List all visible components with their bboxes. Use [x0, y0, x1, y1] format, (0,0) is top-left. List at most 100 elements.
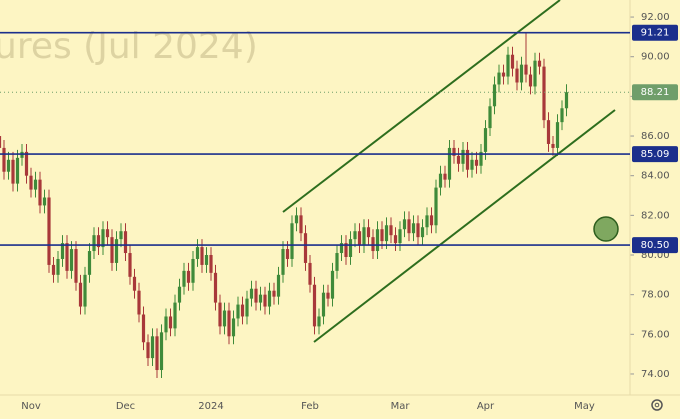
candle-body — [551, 143, 555, 148]
candle-body — [348, 239, 353, 257]
candle-body — [533, 60, 537, 87]
y-tick-label: 86.00 — [641, 131, 670, 142]
candle-body — [519, 64, 524, 83]
candle-body — [366, 227, 371, 238]
candle-body — [416, 223, 420, 238]
candle-body — [146, 342, 150, 359]
candle-body — [249, 288, 254, 299]
x-tick-label: Apr — [477, 401, 495, 412]
candle-body — [357, 231, 362, 246]
candle-body — [470, 159, 474, 170]
candle-body — [195, 247, 200, 259]
candle-body — [159, 332, 164, 371]
candle-body — [245, 298, 249, 317]
gear-icon[interactable] — [651, 399, 663, 411]
candle-body — [132, 276, 137, 291]
candle-body — [2, 147, 6, 172]
candle-body — [290, 223, 294, 259]
candle-body — [150, 336, 155, 359]
candle-body — [254, 288, 258, 303]
candle-body — [456, 155, 461, 164]
candle-body — [51, 264, 56, 275]
candle-body — [515, 68, 519, 83]
candle-body — [204, 255, 209, 265]
candle-body — [339, 243, 344, 254]
y-tick-label: 80.00 — [641, 250, 670, 261]
candle-body — [330, 270, 335, 299]
candle-body — [0, 136, 2, 148]
candle-body — [240, 304, 245, 317]
candle-body — [407, 219, 411, 234]
level-label-box — [632, 24, 678, 41]
candle-body — [119, 231, 123, 240]
candle-body — [258, 294, 263, 303]
candle-body — [267, 290, 272, 307]
candle-body — [128, 253, 132, 277]
candle-body — [398, 229, 402, 244]
candle-body — [524, 64, 528, 75]
candle-body — [429, 215, 434, 226]
candle-body — [191, 258, 195, 283]
candle-body — [222, 310, 227, 327]
gear-hub[interactable] — [654, 402, 660, 408]
candle-body — [177, 286, 182, 303]
candle-body — [560, 108, 564, 123]
candle-body — [11, 159, 15, 184]
candle-body — [492, 84, 497, 107]
candle-body — [182, 270, 186, 287]
candle-body — [33, 179, 38, 190]
candle-body — [281, 249, 285, 275]
candle-body — [227, 310, 231, 337]
candle-body — [542, 66, 546, 121]
candle-body — [321, 292, 326, 317]
candle-body — [443, 173, 447, 180]
candle-body — [402, 219, 407, 230]
candle-body — [209, 255, 213, 273]
candle-body — [375, 229, 380, 252]
y-tick-label: 82.00 — [641, 210, 670, 221]
candle-body — [24, 151, 29, 176]
candle-body — [87, 251, 92, 275]
x-tick-label: May — [574, 401, 595, 412]
level-label-box — [632, 146, 678, 163]
x-tick-label: Mar — [391, 401, 411, 412]
candle-body — [110, 237, 114, 263]
candle-body — [83, 274, 87, 307]
candle-body — [344, 243, 348, 257]
candle-body — [186, 270, 191, 283]
candle-body — [362, 227, 366, 246]
candle-body — [65, 243, 69, 271]
candle-body — [483, 128, 488, 152]
candle-body — [47, 197, 51, 265]
candle-body — [164, 316, 168, 333]
candle-body — [564, 92, 569, 109]
candle-body — [528, 74, 533, 87]
level-label: 91.21 — [641, 28, 670, 39]
y-tick-label: 84.00 — [641, 171, 670, 182]
candle-body — [465, 149, 470, 170]
channel-lower — [313, 109, 616, 343]
candle-body — [42, 197, 47, 206]
y-tick-label: 76.00 — [641, 329, 670, 340]
candle-body — [501, 72, 506, 77]
candle-body — [123, 231, 128, 254]
candle-body — [74, 249, 78, 283]
candle-body — [92, 235, 96, 252]
candle-body — [555, 122, 560, 148]
y-tick-label: 92.00 — [641, 12, 670, 23]
candle-body — [101, 229, 105, 248]
candle-body — [69, 249, 74, 271]
level-label-box — [632, 237, 678, 254]
candle-body — [168, 316, 173, 329]
marker-circle[interactable] — [593, 216, 619, 242]
candle-body — [272, 290, 276, 297]
candle-body — [434, 187, 438, 226]
candle-body — [303, 233, 308, 263]
candle-body — [15, 157, 20, 184]
candle-body — [384, 225, 389, 242]
y-tick-label: 78.00 — [641, 290, 670, 301]
settings-button[interactable] — [651, 399, 663, 411]
candle-body — [308, 262, 312, 285]
